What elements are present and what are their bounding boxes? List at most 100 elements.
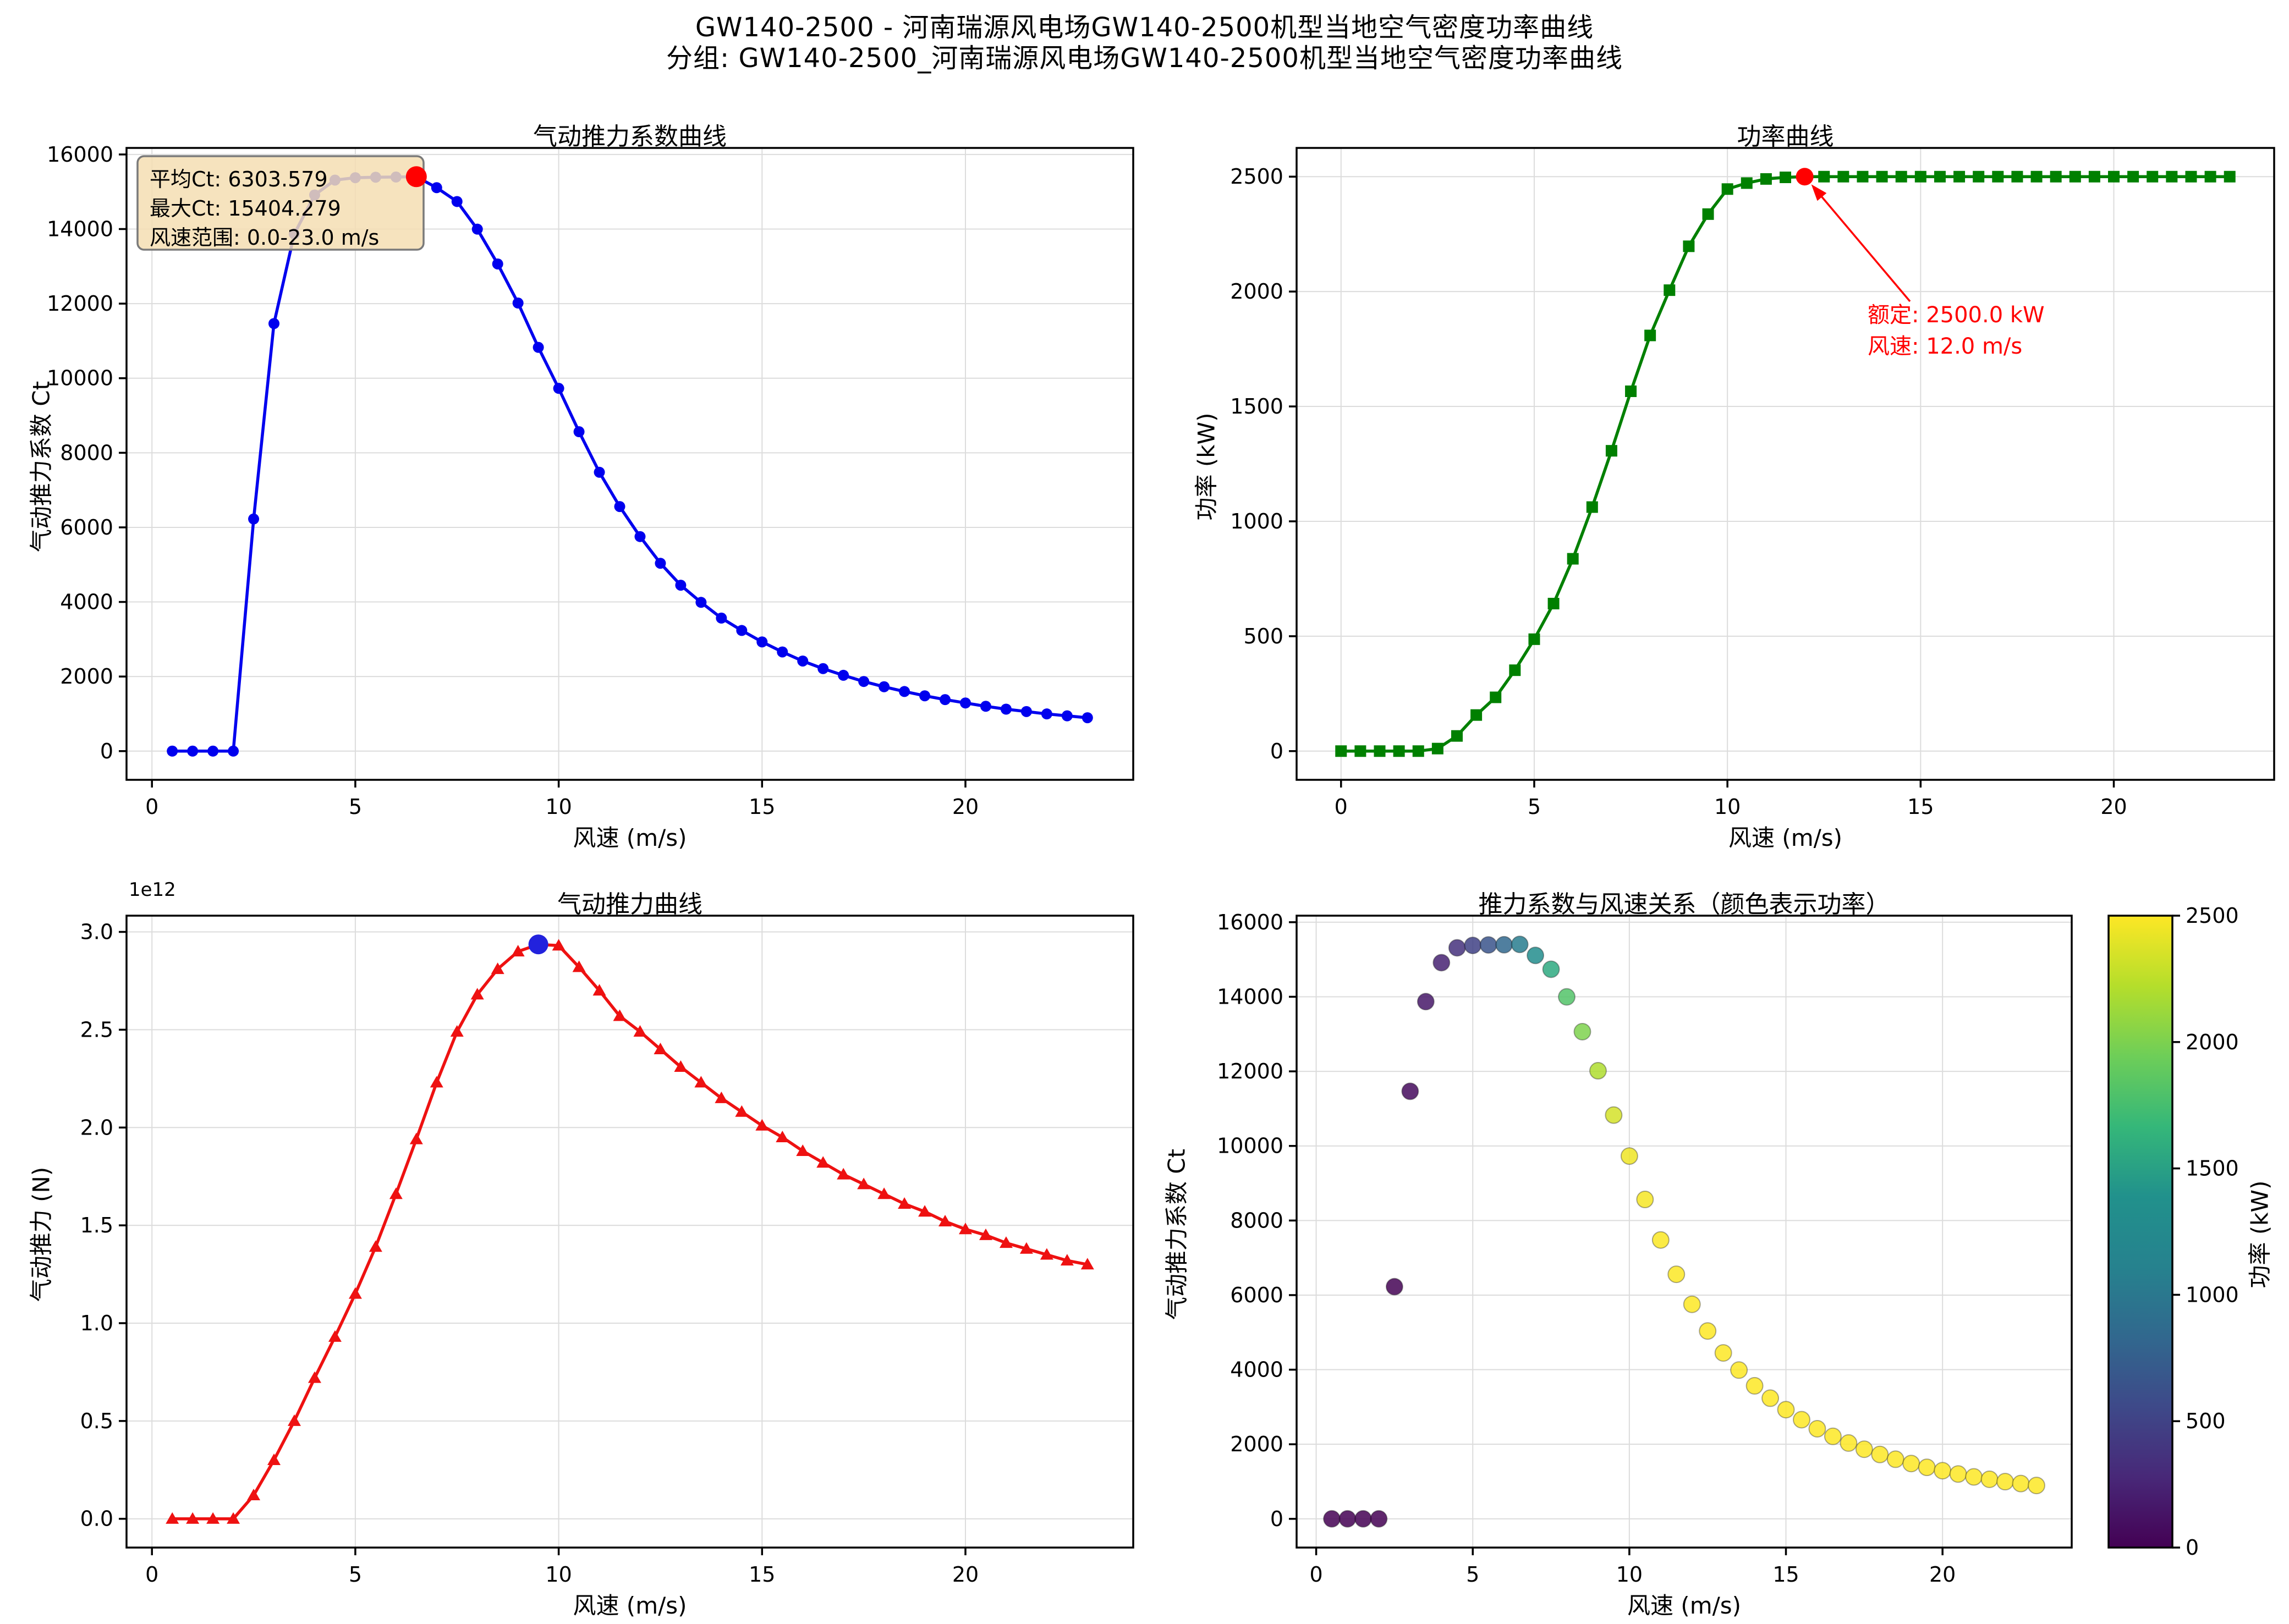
svg-text:0: 0 (2186, 1535, 2199, 1560)
panel2-title: 功率曲线 (1737, 123, 1834, 151)
svg-text:15: 15 (749, 795, 775, 819)
power-curve-line (1341, 175, 2230, 753)
ct-max-point (405, 166, 427, 188)
panel3-title: 气动推力曲线 (557, 890, 702, 918)
stats-max-ct: 最大Ct: 15404.279 (150, 196, 341, 221)
svg-text:2000: 2000 (60, 664, 113, 689)
ct-scatter-axes (1297, 916, 2072, 1548)
panel1-title: 气动推力系数曲线 (533, 123, 727, 151)
ct-curve-markers (167, 171, 1093, 757)
svg-text:20: 20 (2100, 795, 2127, 819)
svg-text:4000: 4000 (60, 590, 113, 614)
svg-text:2.0: 2.0 (80, 1115, 113, 1139)
panel4-xlabel: 风速 (m/s) (1627, 1592, 1742, 1619)
svg-text:20: 20 (1929, 1562, 1956, 1587)
svg-text:0.0: 0.0 (80, 1507, 113, 1531)
svg-text:2000: 2000 (2186, 1030, 2239, 1054)
svg-text:10000: 10000 (1217, 1134, 1283, 1158)
rated-windspeed-text: 风速: 12.0 m/s (1868, 334, 2023, 359)
svg-text:500: 500 (1243, 624, 1283, 648)
figure-suptitle-line1: GW140-2500 - 河南瑞源风电场GW140-2500机型当地空气密度功率… (695, 12, 1594, 43)
svg-text:5: 5 (1528, 795, 1541, 819)
svg-text:1.0: 1.0 (80, 1311, 113, 1335)
svg-text:2500: 2500 (2186, 904, 2239, 928)
panel4-ylabel: 气动推力系数 Ct (1163, 1148, 1190, 1320)
thrust-curve-markers (166, 938, 1094, 1524)
svg-text:2000: 2000 (1230, 279, 1283, 304)
figure-suptitle-line2: 分组: GW140-2500_河南瑞源风电场GW140-2500机型当地空气密度… (666, 43, 1623, 74)
svg-text:4000: 4000 (1230, 1358, 1283, 1382)
rated-annotation: 额定: 2500.0 kW 风速: 12.0 m/s (1868, 300, 2045, 362)
stats-wind-range: 风速范围: 0.0-23.0 m/s (150, 225, 380, 250)
svg-text:8000: 8000 (60, 441, 113, 465)
ct-scatter-frame: 0 5 10 15 20 0 2000 4000 6000 8000 10000 12000 14000… (1217, 910, 2073, 1587)
thrust-max-point (528, 934, 548, 955)
stats-box-background (136, 155, 425, 251)
panel4-title: 推力系数与风速关系（颜色表示功率） (1478, 890, 1890, 918)
svg-text:20: 20 (952, 795, 979, 819)
svg-text:6000: 6000 (1230, 1283, 1283, 1307)
power-curve-markers (1335, 170, 2236, 757)
thrust-curve-axes (127, 916, 1133, 1548)
stats-mean-ct: 平均Ct: 6303.579 (150, 167, 328, 191)
panel3-offset-text: 1e12 (129, 879, 176, 901)
colorbar: 0 500 1000 1500 2000 2500 (2107, 904, 2239, 1560)
svg-text:15: 15 (749, 1562, 775, 1587)
svg-text:0: 0 (145, 1562, 158, 1587)
panel3-xlabel: 风速 (m/s) (573, 1592, 687, 1619)
svg-text:2000: 2000 (1230, 1432, 1283, 1456)
svg-text:15: 15 (1907, 795, 1934, 819)
rated-point (1796, 168, 1814, 186)
svg-text:1000: 1000 (2186, 1282, 2239, 1307)
svg-text:5: 5 (349, 795, 362, 819)
panel2-xlabel: 风速 (m/s) (1728, 824, 1843, 851)
svg-text:16000: 16000 (1217, 910, 1283, 934)
svg-text:1000: 1000 (1230, 509, 1283, 533)
svg-text:14000: 14000 (1217, 984, 1283, 1009)
panel2-ylabel: 功率 (kW) (1193, 412, 1220, 521)
svg-text:1500: 1500 (2186, 1157, 2239, 1181)
svg-text:15: 15 (1772, 1562, 1799, 1587)
svg-text:0: 0 (100, 739, 113, 763)
power-curve-axes (1297, 148, 2274, 780)
ct-scatter-points (1323, 935, 2045, 1528)
svg-text:1500: 1500 (1230, 394, 1283, 419)
svg-text:6000: 6000 (60, 515, 113, 540)
svg-text:10: 10 (545, 795, 572, 819)
svg-text:14000: 14000 (47, 217, 113, 241)
svg-text:0: 0 (1335, 795, 1348, 819)
svg-text:5: 5 (349, 1562, 362, 1587)
rated-annotation-arrowhead (1811, 184, 1827, 201)
svg-text:10000: 10000 (47, 366, 113, 390)
svg-text:0: 0 (1309, 1562, 1322, 1587)
svg-text:10: 10 (1714, 795, 1741, 819)
svg-text:10: 10 (545, 1562, 572, 1587)
panel1-ylabel: 气动推力系数 Ct (28, 381, 55, 553)
panel1-stats-box: 平均Ct: 6303.579 最大Ct: 15404.279 风速范围: 0.0… (150, 165, 379, 252)
svg-text:500: 500 (2186, 1409, 2226, 1433)
svg-text:2.5: 2.5 (80, 1017, 113, 1042)
power-curve-frame: 0 5 10 15 20 0 500 1000 1500 2000 2500 (1230, 147, 2275, 819)
panel1-xlabel: 风速 (m/s) (573, 824, 687, 851)
svg-text:12000: 12000 (1217, 1059, 1283, 1083)
thrust-curve-frame: 0 5 10 15 20 0.0 0.5 1.0 1.5 2.0 2.5 3.0 (80, 915, 1134, 1587)
svg-text:3.0: 3.0 (80, 920, 113, 944)
svg-text:1.5: 1.5 (80, 1213, 113, 1237)
svg-text:0: 0 (145, 795, 158, 819)
svg-text:10: 10 (1616, 1562, 1643, 1587)
ct-curve-axes (127, 148, 1133, 780)
ct-curve-line (172, 175, 1088, 753)
svg-text:0: 0 (1270, 739, 1283, 763)
rated-power-text: 额定: 2500.0 kW (1868, 302, 2045, 328)
thrust-curve-line (172, 943, 1088, 1521)
svg-text:20: 20 (952, 1562, 979, 1587)
svg-text:0.5: 0.5 (80, 1409, 113, 1433)
rated-annotation-arrow (1813, 187, 1911, 302)
svg-text:12000: 12000 (47, 291, 113, 316)
ct-curve-frame: 0 5 10 15 20 0 2000 4000 6000 8000 10000 12000 14000… (47, 142, 1134, 819)
svg-text:16000: 16000 (47, 142, 113, 167)
panel3-ylabel: 气动推力 (N) (28, 1166, 55, 1302)
svg-text:0: 0 (1270, 1507, 1283, 1531)
